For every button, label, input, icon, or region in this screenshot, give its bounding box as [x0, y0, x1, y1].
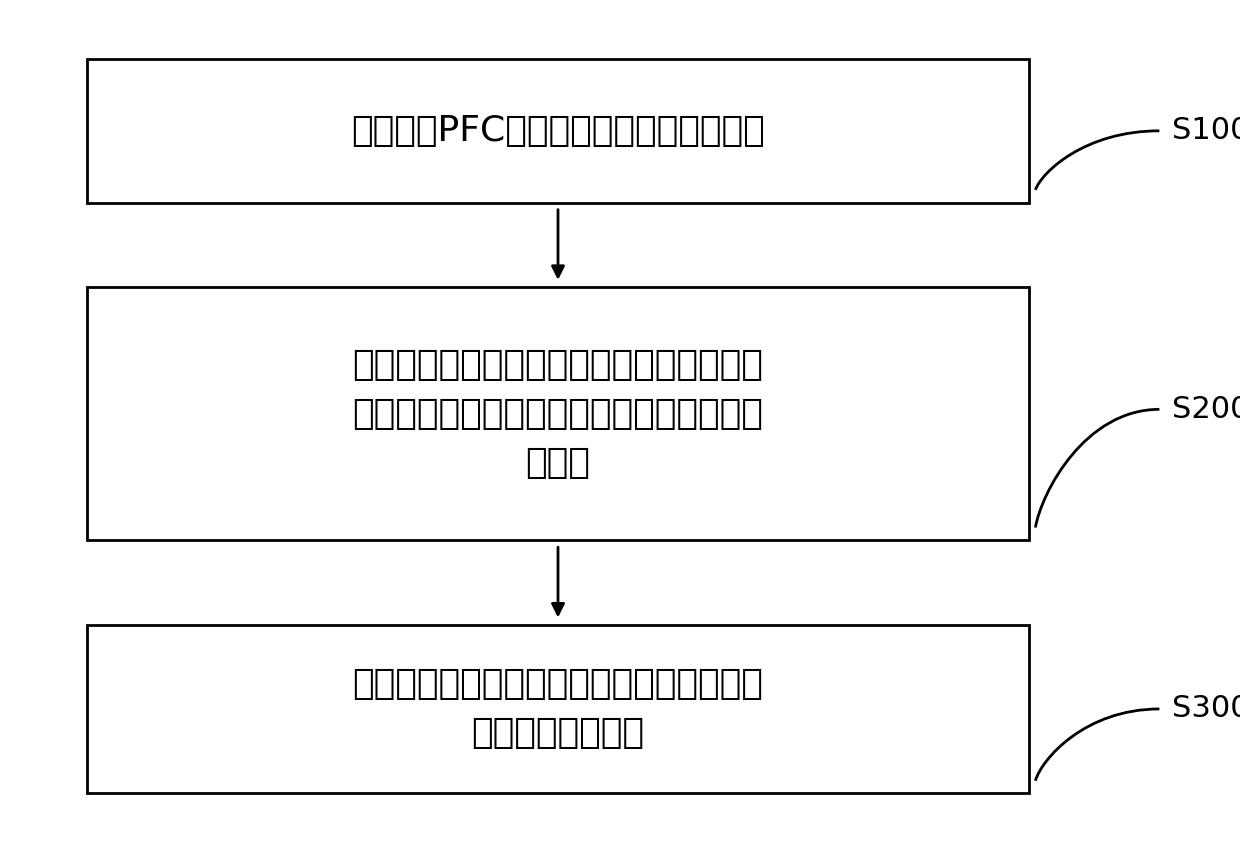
- Text: S100: S100: [1172, 116, 1240, 145]
- Text: 根据移相时间生成相应的驱动信号并发送至: 根据移相时间生成相应的驱动信号并发送至: [352, 668, 764, 701]
- FancyBboxPatch shape: [87, 287, 1029, 540]
- Text: 根据输出电压、负载电压、预设的电路参数: 根据输出电压、负载电压、预设的电路参数: [352, 348, 764, 381]
- Text: S200: S200: [1172, 395, 1240, 424]
- Text: 移相控制全桥电路: 移相控制全桥电路: [471, 717, 645, 750]
- Text: 相时间: 相时间: [526, 446, 590, 479]
- FancyBboxPatch shape: [87, 625, 1029, 793]
- Text: S300: S300: [1172, 695, 1240, 723]
- Text: 采集单相PFC装置的输出电压和负载电压: 采集单相PFC装置的输出电压和负载电压: [351, 114, 765, 148]
- Text: 和移相时间计算模型进行分析计算，得到移: 和移相时间计算模型进行分析计算，得到移: [352, 397, 764, 430]
- FancyBboxPatch shape: [87, 59, 1029, 203]
